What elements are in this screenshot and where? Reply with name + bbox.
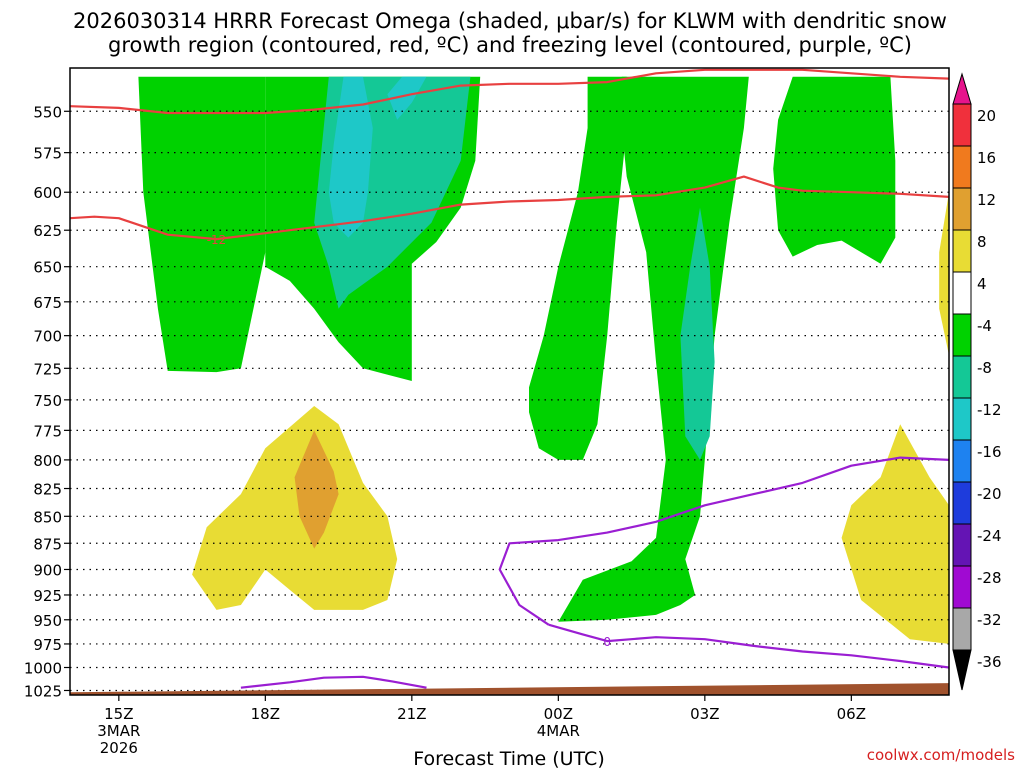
- omega-region-4: [558, 76, 749, 622]
- y-tick-label-975: 975: [33, 636, 62, 654]
- x-tick-label-5-0: 06Z: [837, 705, 866, 723]
- colorbar-tick-label-1: 16: [977, 149, 996, 167]
- y-tick-label-825: 825: [33, 481, 62, 499]
- y-tick-label-1000: 1000: [24, 659, 62, 677]
- y-tick-label-725: 725: [33, 360, 62, 378]
- colorbar-bin-11: [952, 523, 972, 567]
- plot-area: -120: [70, 68, 949, 695]
- omega-region-3: [490, 76, 627, 460]
- x-tick-label-1-0: 18Z: [251, 705, 280, 723]
- colorbar-bin-5: [952, 271, 972, 315]
- x-tick-label-2-0: 21Z: [397, 705, 426, 723]
- y-tick-label-950: 950: [33, 612, 62, 630]
- x-tick-label-4-0: 03Z: [690, 705, 719, 723]
- y-tick-label-850: 850: [33, 508, 62, 526]
- colorbar-tick-label-3: 8: [977, 233, 987, 251]
- y-tick-label-575: 575: [33, 145, 62, 163]
- x-tick-label-3-0: 00Z: [544, 705, 573, 723]
- plot-content: -120: [70, 68, 949, 695]
- colorbar-bin-7: [952, 355, 972, 399]
- colorbar-tick-label-0: 20: [977, 107, 996, 125]
- omega-region-8: [387, 76, 427, 120]
- axes: 550 575 600 625 650 675 700 725 750 775 800 825 850 8…: [24, 67, 950, 757]
- omega-region-11: [294, 430, 339, 549]
- colorbar-tick-label-5: -4: [977, 317, 992, 335]
- colorbar-bin-2: [952, 145, 972, 189]
- colorbar-bin-6: [952, 313, 972, 357]
- x-tick-label-0-0: 15Z: [104, 705, 133, 723]
- y-tick-label-875: 875: [33, 535, 62, 553]
- x-axis-label: Forecast Time (UTC): [413, 748, 604, 768]
- omega-region-10: [192, 406, 398, 610]
- colorbar-bin-12: [952, 565, 972, 609]
- colorbar-tick-label-11: -28: [977, 569, 1002, 587]
- omega-region-7: [328, 76, 373, 238]
- y-tick-label-550: 550: [33, 103, 62, 121]
- contour-line-3: [498, 456, 949, 626]
- contour-line-5: [240, 675, 427, 689]
- contour-label-1: -12: [207, 233, 227, 247]
- colorbar: 20 16 12 8 4 -4 -8 -12 -16 -20 -24 -28 -32 -36: [952, 72, 1002, 691]
- colorbar-bin-1: [952, 103, 972, 147]
- contour-line-4: [548, 623, 949, 669]
- x-tick-label-0-1: 3MAR: [97, 722, 140, 740]
- omega-region-9: [680, 207, 715, 460]
- credit-text: coolwx.com/models: [867, 746, 1015, 764]
- colorbar-bin-13: [952, 607, 972, 651]
- colorbar-tick-label-6: -8: [977, 359, 992, 377]
- colorbar-tick-label-7: -12: [977, 401, 1002, 419]
- y-tick-label-625: 625: [33, 222, 62, 240]
- colorbar-tick-label-2: 12: [977, 191, 996, 209]
- contour-line-1: [70, 175, 949, 241]
- colorbar-bin-3: [952, 187, 972, 231]
- y-tick-label-1025: 1025: [24, 682, 62, 700]
- omega-region-5: [773, 76, 896, 264]
- x-tick-label-3-1: 4MAR: [537, 722, 580, 740]
- omega-region-1: [138, 76, 266, 373]
- y-tick-label-900: 900: [33, 561, 62, 579]
- x-tick-label-0-2: 2026: [100, 739, 138, 757]
- colorbar-tick-label-12: -32: [977, 611, 1002, 629]
- chart-title-line-2: growth region (contoured, red, ºC) and f…: [108, 33, 912, 57]
- colorbar-bin-8: [952, 397, 972, 441]
- colorbar-tick-label-8: -16: [977, 443, 1002, 461]
- omega-region-13: [939, 192, 949, 356]
- colorbar-tick-label-9: -20: [977, 485, 1002, 503]
- y-tick-label-600: 600: [33, 184, 62, 202]
- y-tick-label-675: 675: [33, 294, 62, 312]
- y-tick-label-925: 925: [33, 587, 62, 605]
- colorbar-bottom-arrow: [952, 649, 972, 691]
- omega-region-12: [841, 424, 949, 644]
- colorbar-top-arrow: [952, 72, 972, 105]
- y-tick-label-750: 750: [33, 392, 62, 410]
- colorbar-tick-label-13: -36: [977, 653, 1002, 671]
- colorbar-bin-9: [952, 439, 972, 483]
- colorbar-bin-4: [952, 229, 972, 273]
- y-tick-label-650: 650: [33, 259, 62, 277]
- plot-frame: [69, 67, 950, 696]
- terrain: [70, 683, 949, 695]
- colorbar-bin-10: [952, 481, 972, 525]
- colorbar-tick-label-4: 4: [977, 275, 987, 293]
- chart-title-line-1: 2026030314 HRRR Forecast Omega (shaded, …: [73, 9, 947, 33]
- contour-line-2: [70, 68, 949, 115]
- y-tick-label-775: 775: [33, 422, 62, 440]
- y-tick-label-800: 800: [33, 452, 62, 470]
- y-tick-label-700: 700: [33, 328, 62, 346]
- colorbar-tick-label-10: -24: [977, 527, 1002, 545]
